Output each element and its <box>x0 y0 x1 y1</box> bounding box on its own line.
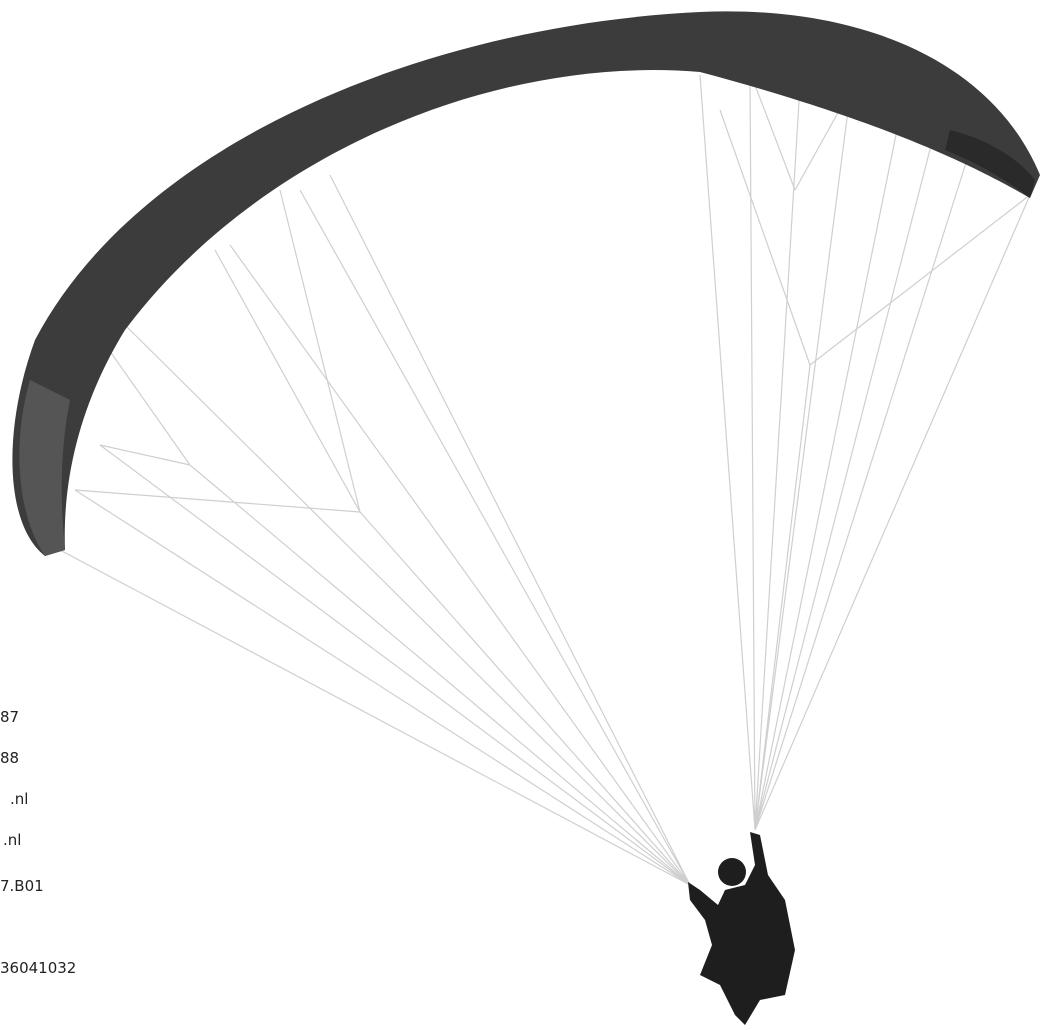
contact-line: .nl <box>3 831 21 849</box>
pilot <box>688 832 795 1025</box>
contact-line: 88 <box>0 749 19 767</box>
paraglider-illustration <box>0 0 1047 1030</box>
contact-line: 7.B01 <box>0 877 44 895</box>
contact-line: .nl <box>10 790 28 808</box>
page: 87 88 .nl .nl 7.B01 36041032 <box>0 0 1047 1030</box>
contact-line: 87 <box>0 708 19 726</box>
contact-line: 36041032 <box>0 959 76 977</box>
canopy <box>12 11 1040 556</box>
